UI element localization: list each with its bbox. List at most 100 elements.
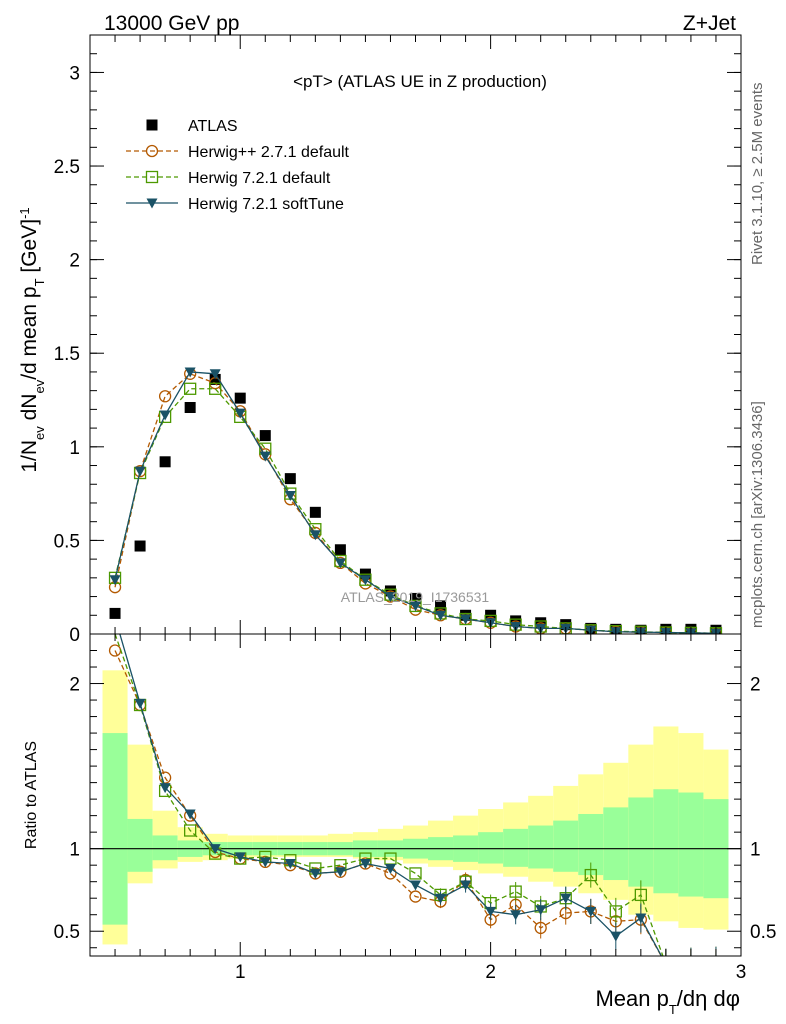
legend-marker	[145, 170, 159, 184]
label-part: dN	[18, 394, 41, 427]
label-part: ev	[32, 426, 47, 440]
main-y-tick-label: 1.5	[54, 344, 80, 365]
legend-label: Herwig++ 2.7.1 default	[188, 144, 350, 161]
ratio-band-green	[528, 825, 554, 869]
ratio-point	[510, 910, 522, 921]
ratio-point	[410, 880, 421, 891]
ratio-band-green	[628, 797, 654, 887]
ratio-point	[309, 868, 321, 879]
main-y-axis-label: 1/Nev dNev/d mean pT [GeV]-1	[17, 207, 47, 472]
data-point	[109, 575, 121, 586]
data-point	[234, 392, 246, 404]
ratio-point	[584, 868, 597, 882]
legend-label: Herwig 7.2.1 default	[188, 170, 331, 187]
data-point	[410, 592, 421, 604]
label-part: 1/N	[18, 440, 41, 473]
ratio-point	[609, 905, 622, 918]
data-point	[159, 456, 171, 468]
ratio-y-tick-label-right: 2	[750, 675, 761, 696]
data-point	[334, 558, 346, 569]
ratio-point	[409, 867, 422, 880]
ratio-point	[535, 905, 547, 916]
label-part: Mean p	[595, 986, 668, 1011]
legend-marker	[145, 144, 159, 158]
main-y-tick-label: 1	[69, 438, 80, 459]
data-point	[309, 506, 321, 518]
ratio-point	[635, 913, 647, 924]
data-point	[384, 592, 396, 603]
main-plot-frame	[90, 35, 741, 634]
x-axis-label: Mean pT/dη dφ	[595, 986, 740, 1017]
data-point	[284, 473, 296, 485]
ratio-point	[184, 824, 197, 837]
rivet-label: Rivet 3.1.10, ≥ 2.5M events	[749, 83, 766, 266]
header-channel: Z+Jet	[683, 12, 736, 35]
legend: ATLAS Herwig++ 2.7.1 default Herwig 7.2.1 …	[126, 118, 350, 213]
ratio-point	[159, 783, 171, 794]
label-part: T	[32, 278, 47, 286]
data-point	[460, 614, 472, 625]
data-point	[359, 575, 371, 586]
ratio-point	[560, 893, 572, 904]
legend-marker	[146, 119, 158, 131]
main-y-tick-label: 0	[69, 625, 80, 646]
data-point	[209, 373, 221, 385]
watermark: ATLAS_2019_I1736531	[341, 589, 490, 605]
data-point	[334, 544, 346, 556]
ratio-point	[460, 880, 472, 891]
data-point	[184, 367, 196, 378]
ratio-band-green	[152, 835, 178, 861]
ratio-band-green	[102, 733, 128, 925]
data-point	[284, 490, 296, 501]
data-point	[159, 410, 171, 421]
ratio-band-green	[678, 792, 704, 897]
ratio-band-green	[553, 820, 579, 872]
data-point	[109, 607, 121, 619]
ratio-point	[359, 859, 371, 870]
data-point	[259, 430, 271, 442]
data-point	[184, 402, 196, 414]
label-part: ev	[32, 379, 47, 393]
legend-marker	[146, 198, 158, 209]
ratio-point	[435, 893, 447, 904]
ratio-point	[259, 857, 271, 868]
label-part: -1	[17, 207, 32, 219]
data-point	[259, 451, 271, 462]
legend-label: Herwig 7.2.1 softTune	[188, 196, 344, 213]
ratio-band-green	[127, 818, 153, 872]
ratio-point	[610, 931, 622, 942]
ratio-x-tick-label: 1	[235, 962, 246, 983]
data-point	[435, 600, 447, 612]
main-plot-title: <pT> (ATLAS UE in Z production)	[293, 72, 547, 91]
ratio-bands	[102, 670, 729, 945]
data-point	[134, 466, 146, 477]
data-point	[209, 369, 221, 380]
ratio-y-axis-label: Ratio to ATLAS	[23, 741, 40, 849]
main-y-tick-label: 2	[69, 251, 80, 272]
ratio-band-green	[478, 832, 504, 864]
ratio-y-tick-label: 1	[69, 840, 80, 861]
main-y-tick-label: 2.5	[54, 157, 80, 178]
data-point	[184, 382, 197, 395]
ratio-point	[634, 888, 647, 902]
main-plot-area: <pT> (ATLAS UE in Z production) ATLAS_20…	[89, 34, 742, 635]
header-process: 13000 GeV pp	[104, 12, 239, 35]
label-part: /dη dφ	[677, 986, 740, 1011]
data-point	[209, 382, 222, 395]
legend-item: Herwig++ 2.7.1 default	[126, 144, 350, 161]
ratio-band-green	[653, 789, 679, 894]
ratio-y-tick-label: 2	[69, 675, 80, 696]
ratio-point	[509, 885, 522, 898]
ratio-point	[409, 890, 422, 903]
legend-item: Herwig 7.2.1 softTune	[126, 196, 344, 213]
main-y-tick-label: 3	[69, 63, 80, 84]
ratio-x-tick-label: 3	[736, 962, 747, 983]
data-point	[410, 601, 421, 612]
ratio-band-green	[603, 807, 629, 881]
legend-item: ATLAS	[146, 118, 238, 135]
ratio-y-tick-label: 0.5	[54, 922, 80, 943]
ratio-point	[284, 859, 296, 870]
ratio-y-tick-label-right: 0.5	[750, 922, 776, 943]
legend-label: ATLAS	[188, 118, 238, 135]
ratio-series-herwig-7-2-1-softtune	[119, 634, 717, 956]
